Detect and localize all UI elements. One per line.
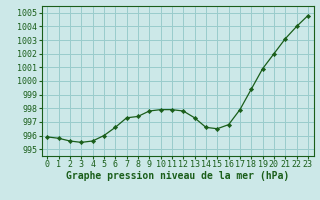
X-axis label: Graphe pression niveau de la mer (hPa): Graphe pression niveau de la mer (hPa) [66, 171, 289, 181]
